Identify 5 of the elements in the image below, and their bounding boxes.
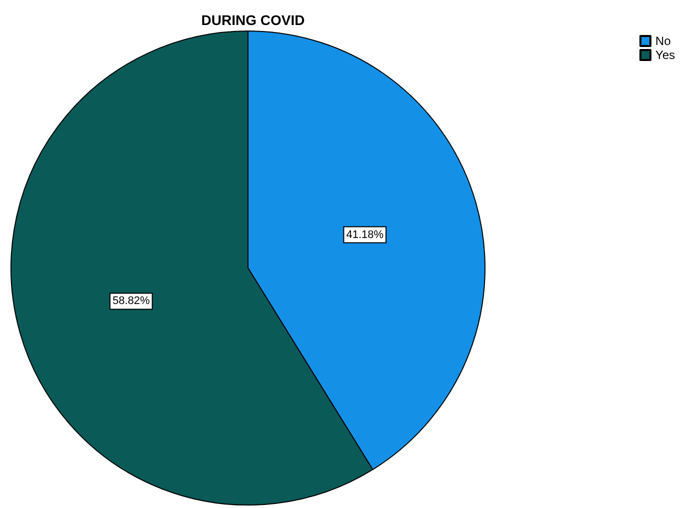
- legend-label: Yes: [655, 48, 675, 62]
- data-label: 58.82%: [112, 295, 150, 308]
- legend-label: No: [655, 34, 672, 48]
- chart-title: DURING COVID: [201, 12, 305, 28]
- data-label: 41.18%: [346, 228, 384, 241]
